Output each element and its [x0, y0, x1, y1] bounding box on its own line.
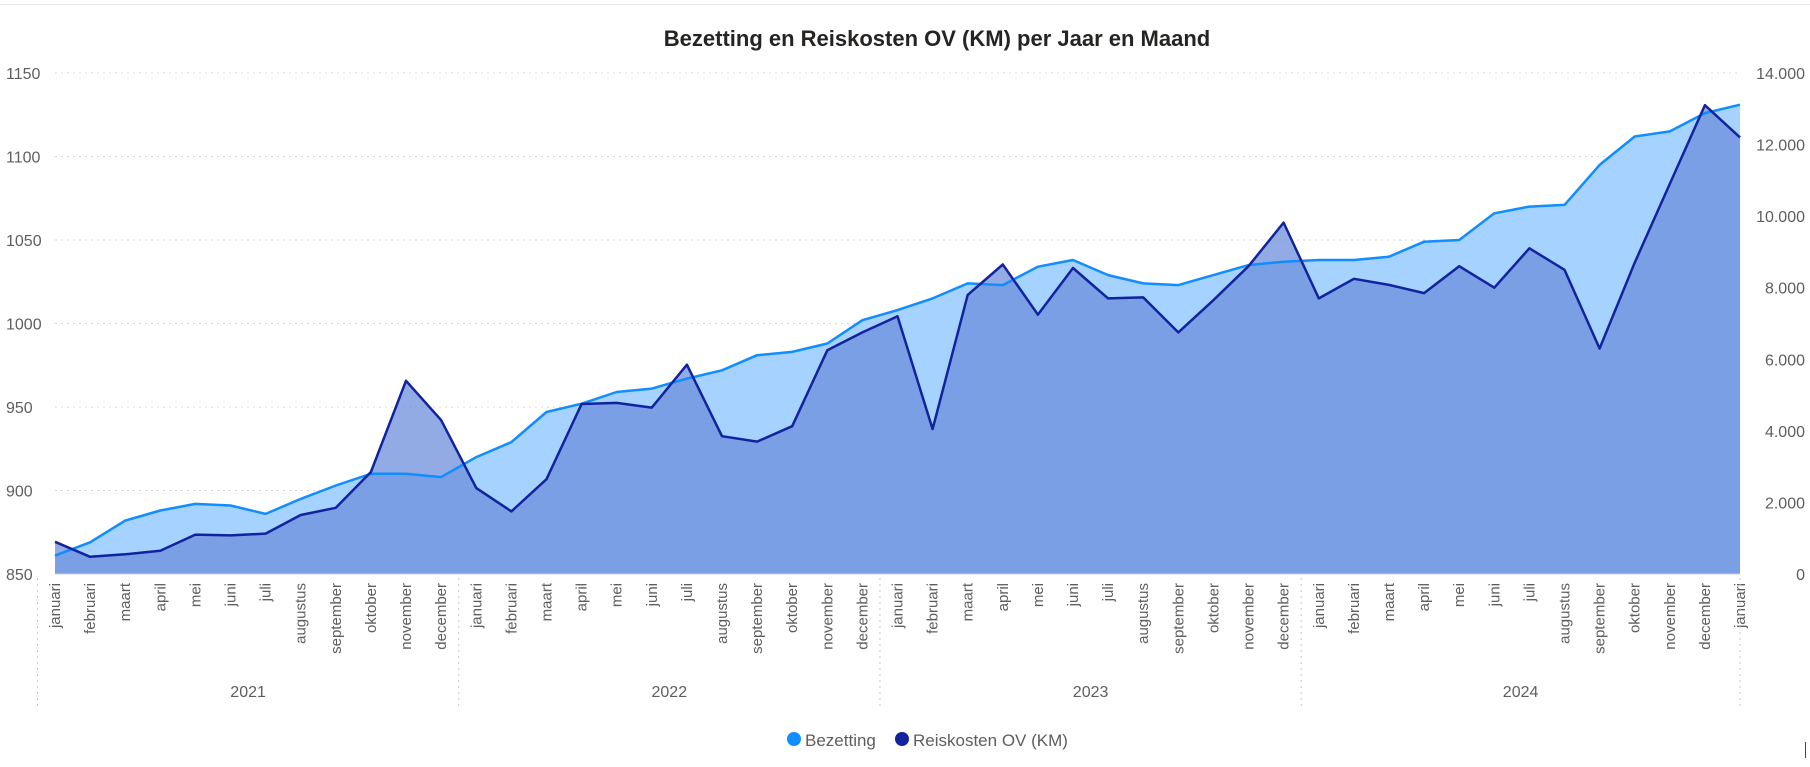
x-tick-label-augustus[interactable]: augustus [293, 583, 310, 644]
text-cursor [1805, 742, 1806, 758]
left-y-tick-label: 900 [6, 484, 33, 501]
right-y-axis: 0 2.000 4.000 6.000 8.000 10.000 12.000 14.000 [1756, 66, 1805, 584]
x-tick-label-juni[interactable]: juni [1065, 583, 1082, 607]
x-tick-label-juni[interactable]: juni [223, 583, 240, 607]
right-y-tick-label: 6.000 [1765, 352, 1805, 369]
x-tick-label-november[interactable]: november [819, 583, 836, 650]
left-y-axis: 850 900 950 1000 1050 1100 1150 [6, 66, 42, 584]
left-y-tick-label: 1000 [6, 317, 42, 334]
legend-marker-bezetting [787, 732, 801, 746]
legend-item-reiskosten[interactable]: Reiskosten OV (KM) [895, 731, 1068, 750]
x-tick-label-maart[interactable]: maart [960, 582, 977, 621]
line-layer [54, 103, 1741, 559]
x-tick-label-augustus[interactable]: augustus [1135, 583, 1152, 644]
year-label-2021[interactable]: 2021 [230, 684, 266, 701]
legend-label-bezetting: Bezetting [805, 731, 876, 750]
x-tick-label-juni[interactable]: juni [644, 583, 661, 607]
bezetting-line [54, 103, 1741, 557]
x-tick-label-mei[interactable]: mei [609, 583, 626, 607]
x-tick-label-oktober[interactable]: oktober [1205, 583, 1222, 633]
x-tick-label-september[interactable]: september [1592, 583, 1609, 654]
x-tick-label-december[interactable]: december [854, 583, 871, 650]
x-tick-label-september[interactable]: september [1170, 583, 1187, 654]
x-axis[interactable]: januari februari maart april mei juni juli augu… [36, 573, 1749, 708]
x-tick-label-juni[interactable]: juni [1486, 583, 1503, 607]
right-y-tick-label: 2.000 [1765, 495, 1805, 512]
x-tick-label-juli[interactable]: juli [679, 583, 696, 602]
right-y-tick-label: 10.000 [1756, 209, 1805, 226]
x-tick-label-mei[interactable]: mei [1030, 583, 1047, 607]
x-tick-label-september[interactable]: september [749, 583, 766, 654]
reiskosten-line [54, 103, 1741, 559]
x-tick-label-november[interactable]: november [398, 583, 415, 650]
right-y-tick-label: 0 [1796, 567, 1805, 584]
x-tick-label-december[interactable]: december [1697, 583, 1714, 650]
x-tick-label-juli[interactable]: juli [258, 583, 275, 602]
x-tick-label-januari[interactable]: januari [468, 583, 485, 629]
area-layer [55, 104, 1740, 574]
left-y-tick-label: 850 [6, 567, 33, 584]
left-y-tick-label: 1150 [6, 66, 41, 83]
right-y-tick-label: 8.000 [1765, 281, 1805, 298]
x-tick-label-maart[interactable]: maart [117, 582, 134, 621]
x-tick-label-februari[interactable]: februari [503, 583, 520, 634]
top-divider [0, 4, 1810, 5]
x-tick-label-februari[interactable]: februari [925, 583, 942, 634]
x-tick-label-april[interactable]: april [1416, 583, 1433, 611]
x-tick-label-oktober[interactable]: oktober [1627, 583, 1644, 633]
x-tick-label-maart[interactable]: maart [1381, 582, 1398, 621]
x-tick-label-december[interactable]: december [1276, 583, 1293, 650]
x-tick-label-mei[interactable]: mei [1451, 583, 1468, 607]
x-tick-label-augustus[interactable]: augustus [1557, 583, 1574, 644]
x-tick-label-april[interactable]: april [995, 583, 1012, 611]
x-tick-label-januari[interactable]: januari [47, 583, 64, 629]
year-label-2024[interactable]: 2024 [1503, 684, 1539, 701]
left-y-tick-label: 1050 [6, 233, 42, 250]
x-tick-label-juli[interactable]: juli [1100, 583, 1117, 602]
right-y-tick-label: 14.000 [1756, 66, 1805, 83]
x-tick-label-januari[interactable]: januari [890, 583, 907, 629]
x-tick-label-oktober[interactable]: oktober [784, 583, 801, 633]
legend-label-reiskosten: Reiskosten OV (KM) [913, 731, 1068, 750]
right-y-tick-label: 12.000 [1756, 138, 1805, 155]
x-tick-label-oktober[interactable]: oktober [363, 583, 380, 633]
x-tick-label-juli[interactable]: juli [1521, 583, 1538, 602]
x-tick-label-mei[interactable]: mei [187, 583, 204, 607]
legend-item-bezetting[interactable]: Bezetting [787, 731, 876, 750]
legend[interactable]: Bezetting Reiskosten OV (KM) [787, 731, 1068, 750]
x-tick-label-december[interactable]: december [433, 583, 450, 650]
x-tick-label-februari[interactable]: februari [1346, 583, 1363, 634]
x-tick-label-november[interactable]: november [1241, 583, 1258, 650]
x-tick-label-februari[interactable]: februari [82, 583, 99, 634]
x-tick-label-april[interactable]: april [152, 583, 169, 611]
reiskosten-area [55, 105, 1740, 574]
right-y-tick-label: 4.000 [1765, 424, 1805, 441]
x-tick-label-augustus[interactable]: augustus [714, 583, 731, 644]
left-y-tick-label: 1100 [6, 150, 41, 167]
year-label-2022[interactable]: 2022 [652, 684, 688, 701]
left-y-tick-label: 950 [6, 400, 33, 417]
chart-title: Bezetting en Reiskosten OV (KM) per Jaar… [664, 26, 1210, 51]
legend-marker-reiskosten [895, 732, 909, 746]
x-tick-label-januari[interactable]: januari [1732, 583, 1749, 629]
year-label-2023[interactable]: 2023 [1073, 684, 1109, 701]
x-tick-label-november[interactable]: november [1662, 583, 1679, 650]
x-tick-label-januari[interactable]: januari [1311, 583, 1328, 629]
x-tick-label-maart[interactable]: maart [539, 582, 556, 621]
x-tick-label-april[interactable]: april [574, 583, 591, 611]
x-tick-label-september[interactable]: september [328, 583, 345, 654]
